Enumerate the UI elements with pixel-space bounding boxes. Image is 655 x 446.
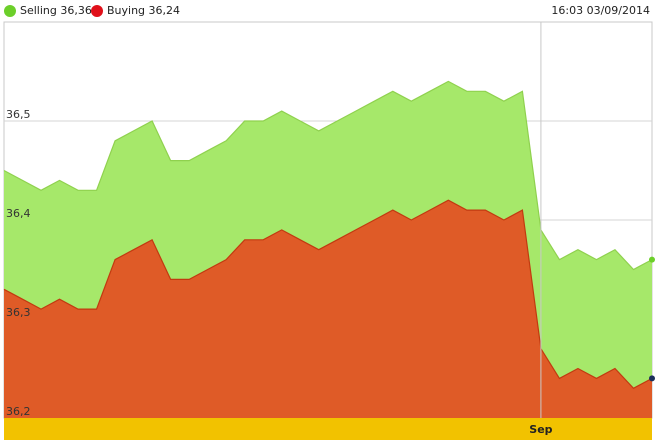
selling-point (631, 268, 635, 272)
selling-point (243, 119, 247, 123)
selling-point (150, 119, 154, 123)
selling-point (76, 188, 80, 192)
buying-point (95, 307, 99, 311)
buying-point (317, 248, 321, 252)
buying-point (594, 376, 598, 380)
selling-dot-icon (4, 5, 16, 17)
buying-point (2, 287, 6, 291)
buying-point (280, 228, 284, 232)
selling-point (58, 178, 62, 182)
buying-area (4, 200, 652, 418)
selling-end-marker (649, 256, 655, 263)
selling-point (21, 178, 25, 182)
timestamp: 16:03 03/09/2014 (551, 4, 650, 17)
buying-point (298, 238, 302, 242)
selling-point (576, 248, 580, 252)
buying-point (150, 238, 154, 242)
buying-point (502, 218, 506, 222)
buying-line (3, 199, 653, 390)
selling-point (187, 159, 191, 163)
selling-point (520, 89, 524, 93)
legend: Selling 36,36 Buying 36,24 (0, 0, 655, 22)
selling-point (95, 188, 99, 192)
selling-point (113, 139, 117, 143)
buying-point (261, 238, 265, 242)
selling-point (557, 258, 561, 262)
buying-point (335, 238, 339, 242)
buying-point (76, 307, 80, 311)
buying-point (39, 307, 43, 311)
buying-point (446, 198, 450, 202)
buying-point (631, 386, 635, 390)
selling-point (465, 89, 469, 93)
buying-point (372, 218, 376, 222)
selling-point (372, 99, 376, 103)
buying-end-marker (649, 375, 655, 382)
buying-point (132, 248, 136, 252)
buying-point (391, 208, 395, 212)
selling-point (613, 248, 617, 252)
buying-point (483, 208, 487, 212)
buying-dot-icon (91, 5, 103, 17)
selling-point (409, 99, 413, 103)
selling-point (261, 119, 265, 123)
buying-point (58, 297, 62, 301)
selling-point (2, 169, 6, 173)
selling-point (206, 149, 210, 153)
buying-point (613, 367, 617, 371)
buying-point (428, 208, 432, 212)
selling-point (446, 79, 450, 83)
y-tick-label: 36,3 (6, 306, 31, 319)
selling-point (483, 89, 487, 93)
buying-point (187, 277, 191, 281)
selling-point (391, 89, 395, 93)
x-axis-band (4, 418, 652, 440)
selling-point (169, 159, 173, 163)
buying-point (206, 268, 210, 272)
buying-point (113, 258, 117, 262)
buying-point (169, 277, 173, 281)
buying-point (409, 218, 413, 222)
buying-point (465, 208, 469, 212)
selling-point (224, 139, 228, 143)
selling-point (39, 188, 43, 192)
selling-point (335, 119, 339, 123)
selling-point (354, 109, 358, 113)
legend-label-buying: Buying 36,24 (107, 4, 181, 17)
selling-point (428, 89, 432, 93)
selling-point (594, 258, 598, 262)
selling-point (298, 119, 302, 123)
buying-point (520, 208, 524, 212)
buying-point (354, 228, 358, 232)
buying-point (576, 367, 580, 371)
y-tick-label: 36,4 (6, 207, 31, 220)
selling-point (317, 129, 321, 133)
buying-point (21, 297, 25, 301)
y-tick-label: 36,5 (6, 108, 31, 121)
y-tick-label: 36,2 (6, 405, 31, 418)
buying-point (557, 376, 561, 380)
legend-label-selling: Selling 36,36 (20, 4, 92, 17)
buying-point (243, 238, 247, 242)
selling-point (502, 99, 506, 103)
selling-point (132, 129, 136, 133)
buying-point (224, 258, 228, 262)
selling-point (280, 109, 284, 113)
selling-line (3, 80, 653, 271)
x-tick-label-sep: Sep (529, 423, 552, 436)
